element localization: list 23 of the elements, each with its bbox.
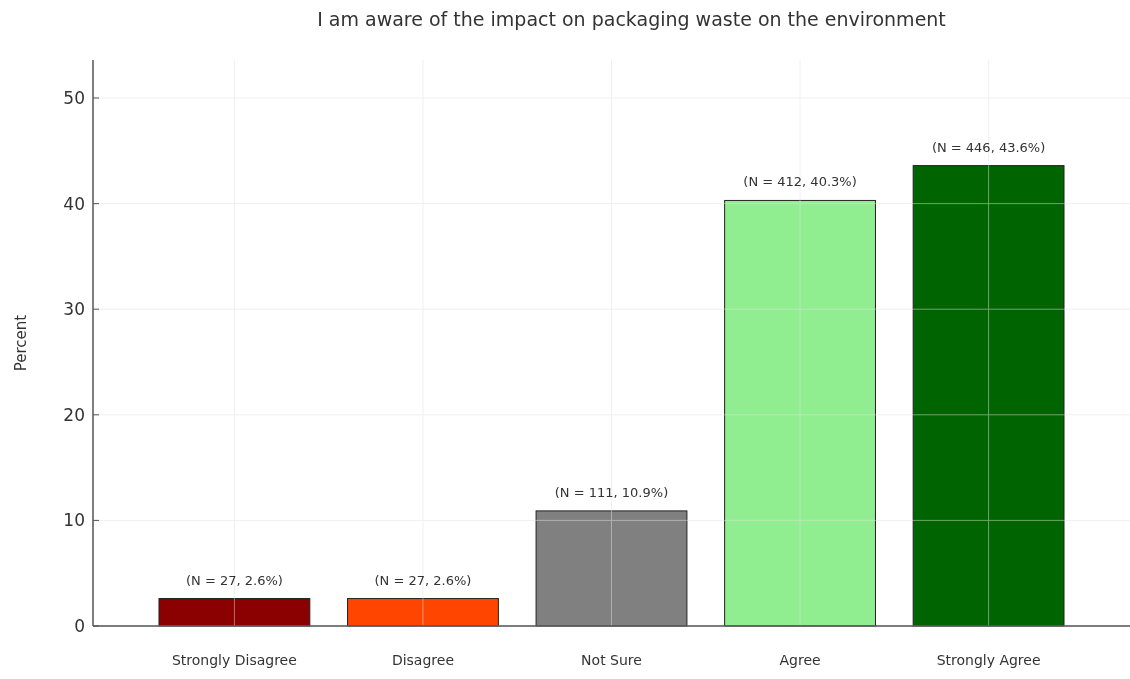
data-label: (N = 111, 10.9%) xyxy=(554,484,669,500)
y-tick-label: 20 xyxy=(63,404,85,425)
data-label: (N = 27, 2.6%) xyxy=(185,572,283,588)
x-tick-label: Disagree xyxy=(391,652,455,668)
chart-title: I am aware of the impact on packaging waste on the environment xyxy=(317,8,946,30)
bar xyxy=(724,199,876,627)
bar xyxy=(347,598,499,627)
bar xyxy=(158,598,311,627)
data-label: (N = 27, 2.6%) xyxy=(374,572,472,588)
x-tick-label: Agree xyxy=(779,652,821,668)
data-label: (N = 412, 40.3%) xyxy=(743,174,857,190)
x-tick-label: Strongly Disagree xyxy=(171,652,297,668)
bar xyxy=(912,165,1065,627)
data-label: (N = 446, 43.6%) xyxy=(931,139,1046,155)
y-axis-title: Percent xyxy=(12,314,30,372)
y-tick-label: 10 xyxy=(63,510,85,531)
y-tick-label: 0 xyxy=(74,615,85,636)
bar xyxy=(535,510,688,627)
y-tick-label: 30 xyxy=(63,299,85,320)
y-tick-label: 40 xyxy=(63,193,85,214)
x-tick-label: Strongly Agree xyxy=(936,652,1041,668)
x-tick-label: Not Sure xyxy=(581,652,642,668)
y-tick-label: 50 xyxy=(63,87,85,108)
